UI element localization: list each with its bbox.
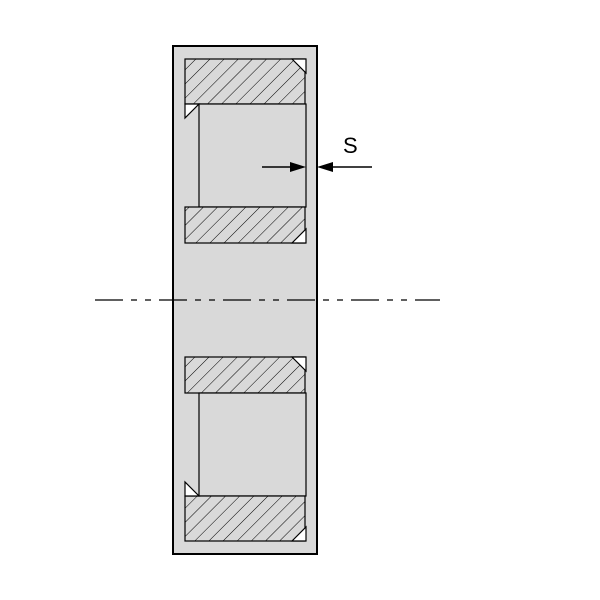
lower-inner-ring [185,357,305,393]
upper-outer-ring [185,59,305,104]
lower-outer-ring [185,496,305,541]
dim-label-s: S [343,133,358,158]
bearing-section-drawing: S [0,0,600,600]
upper-inner-ring [185,207,305,243]
upper-roller [199,104,306,207]
lower-roller [199,393,306,496]
